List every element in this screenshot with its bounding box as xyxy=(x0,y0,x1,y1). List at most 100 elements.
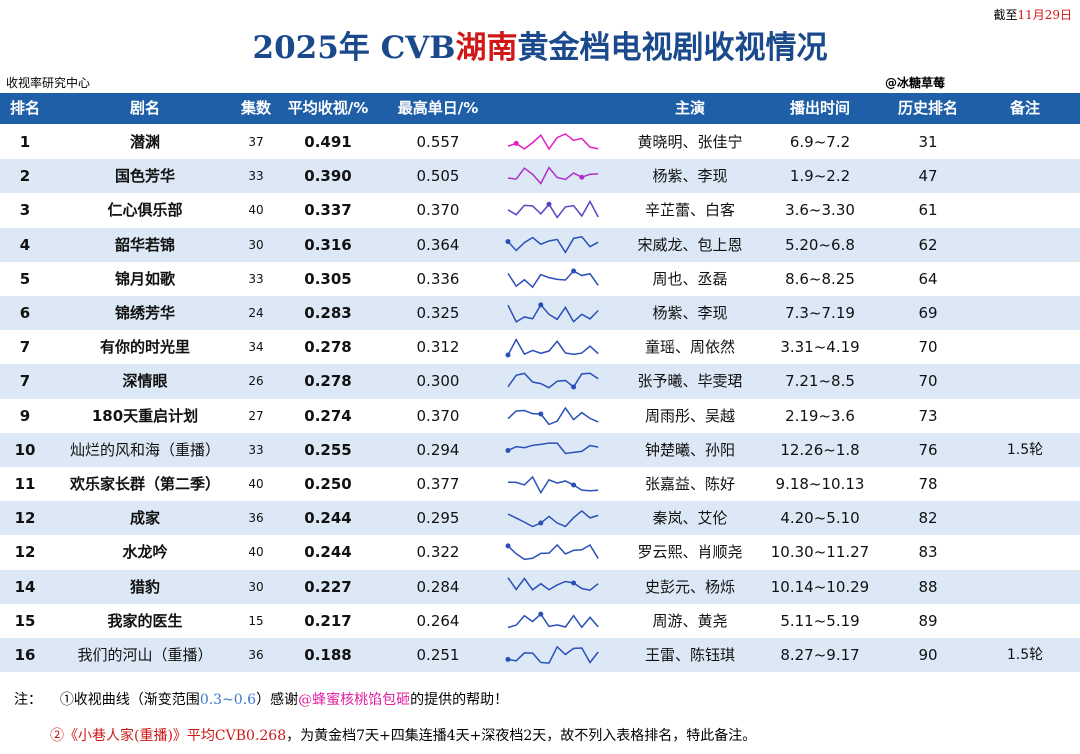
cell: 30 xyxy=(248,237,264,252)
cell: 78 xyxy=(918,475,938,493)
cell: 11 xyxy=(14,475,36,493)
cell: 1.9~2.2 xyxy=(789,167,851,186)
note: ②《小巷人家(重播)》平均CVB0.268，为黄金档7天+四集连播4天+深夜档2… xyxy=(14,718,756,754)
column-header: 平均收视/% xyxy=(287,99,369,117)
title-part: 黄金档电视剧收视情况 xyxy=(517,30,828,66)
cell: 0.557 xyxy=(416,133,460,151)
cell: 6.9~7.2 xyxy=(789,133,851,151)
cell: 7.3~7.19 xyxy=(785,304,855,322)
cell: 周游、黄尧 xyxy=(652,611,728,630)
cell: 10.30~11.27 xyxy=(770,543,870,562)
cell: 24 xyxy=(248,306,264,320)
cell: 64 xyxy=(918,269,938,288)
cell: 1.5轮 xyxy=(1006,647,1044,663)
note-text: 0.3~0.6 xyxy=(199,692,257,708)
cell: 欢乐家长群（第二季） xyxy=(69,475,220,493)
cell: 国色芳华 xyxy=(114,167,175,186)
cell: 周雨彤、吴越 xyxy=(644,406,735,425)
cell: 34 xyxy=(248,340,264,355)
date-value: 11月29日 xyxy=(1017,8,1072,22)
cell: 47 xyxy=(918,167,938,186)
column-header: 主演 xyxy=(674,99,705,117)
cell: 0.491 xyxy=(304,133,352,151)
cell: 7.21~8.5 xyxy=(785,372,855,391)
cell: 6 xyxy=(19,304,31,322)
cell: 锦绣芳华 xyxy=(114,304,175,322)
cell: 15 xyxy=(248,613,264,628)
cell: 史彭元、杨烁 xyxy=(644,577,735,596)
cell: 成家 xyxy=(129,509,160,528)
title-part: 2025年 CVB xyxy=(252,30,456,66)
cell: 0.278 xyxy=(304,372,352,391)
column-header: 集数 xyxy=(240,99,271,117)
cell: 1 xyxy=(19,133,31,151)
cell: 0.264 xyxy=(416,611,460,630)
cell: 4.20~5.10 xyxy=(780,509,860,528)
note-text: 注： xyxy=(14,692,42,708)
column-header: 播出时间 xyxy=(789,99,850,117)
cell: 黄晓明、张佳宁 xyxy=(637,133,743,151)
cell: 36 xyxy=(248,511,264,526)
cell: 33 xyxy=(248,271,264,286)
cell: 有你的时光里 xyxy=(99,338,190,357)
cell: 0.336 xyxy=(416,269,460,288)
cell: 0.274 xyxy=(304,406,352,425)
cell: 0.370 xyxy=(416,406,460,425)
note: 注： ①收视曲线（渐变范围0.3~0.6）感谢@蜂蜜核桃馅包砸的提供的帮助！ xyxy=(14,682,756,718)
cell: 2 xyxy=(19,167,31,186)
cell: 90 xyxy=(918,646,938,664)
cell: 40 xyxy=(248,545,264,560)
cell: 62 xyxy=(918,235,938,254)
cell: 3 xyxy=(19,201,31,220)
cell: 14 xyxy=(14,577,36,596)
cell: 15 xyxy=(14,611,36,630)
cell: 40 xyxy=(248,203,264,218)
cell: 0.283 xyxy=(304,304,352,322)
cell: 31 xyxy=(918,133,938,151)
cell: 33 xyxy=(248,442,264,457)
note-text: ，为黄金档7天+四集连播4天+深夜档2天，故不列入表格排名，特此备注。 xyxy=(286,728,757,744)
cell: 韶华若锦 xyxy=(114,235,175,254)
note-text: 的提供的帮助！ xyxy=(410,692,509,708)
cell: 仁心俱乐部 xyxy=(107,201,183,220)
note-text: @蜂蜜核桃馅包砸 xyxy=(298,692,411,708)
cell: 33 xyxy=(248,169,264,184)
notes: 注： ①收视曲线（渐变范围0.3~0.6）感谢@蜂蜜核桃馅包砸的提供的帮助！ ②… xyxy=(14,682,756,754)
cell: 王雷、陈钰琪 xyxy=(644,646,735,664)
cell: 0.250 xyxy=(304,475,352,493)
cell: 89 xyxy=(918,611,938,630)
cell: 40 xyxy=(248,477,264,491)
cell: 16 xyxy=(14,646,36,664)
author: @冰糖草莓 xyxy=(885,76,946,90)
cell: 0.278 xyxy=(304,338,352,357)
note-text: 《小巷人家(重播)》平均CVB0.268 xyxy=(64,728,287,744)
column-header: 历史排名 xyxy=(897,99,958,117)
cell: 张予曦、毕雯珺 xyxy=(637,372,743,391)
cell: 70 xyxy=(918,338,938,357)
cell: 3.6~3.30 xyxy=(785,201,855,220)
cell: 12 xyxy=(14,543,36,562)
cell: 0.244 xyxy=(304,543,352,562)
cell: 0.325 xyxy=(416,304,460,322)
cell: 0.305 xyxy=(304,269,352,288)
cell: 0.300 xyxy=(416,372,460,391)
cell: 0.251 xyxy=(416,646,460,664)
header-bar xyxy=(0,93,1080,124)
cell: 5 xyxy=(19,269,31,288)
cell: 5.11~5.19 xyxy=(780,611,860,630)
cell: 7 xyxy=(19,372,31,391)
cell: 1.5轮 xyxy=(1006,441,1044,458)
cell: 88 xyxy=(918,577,938,596)
cell: 9.18~10.13 xyxy=(775,475,865,493)
cell: 锦月如歌 xyxy=(114,269,175,288)
cell: 杨紫、李现 xyxy=(652,167,728,186)
cell: 0.322 xyxy=(416,543,460,562)
cell: 宋威龙、包上恩 xyxy=(637,235,743,254)
cell: 70 xyxy=(918,372,938,391)
cell: 0.244 xyxy=(304,509,352,528)
cell: 4 xyxy=(19,235,31,254)
cell: 7 xyxy=(19,338,31,357)
cell: 12 xyxy=(14,509,36,528)
cell: 0.255 xyxy=(304,440,352,459)
cell: 0.370 xyxy=(416,201,460,220)
